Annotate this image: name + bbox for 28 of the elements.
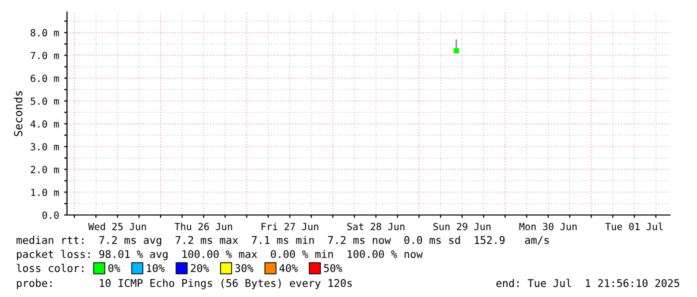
- legend-label: 0%: [108, 264, 120, 272]
- x-tick-label: Sun 29 Jun: [433, 222, 490, 230]
- x-tick-label: Thu 26 Jun: [174, 222, 232, 230]
- y-tick-label: 8.0 m: [30, 29, 59, 36]
- legend-label: 30%: [235, 264, 254, 272]
- y-tick-label: 4.0 m: [30, 120, 59, 128]
- legend-label: 50%: [324, 264, 342, 272]
- y-axis-title: Seconds: [14, 91, 22, 136]
- y-tick-label: 6.0 m: [30, 74, 59, 82]
- legend-label: 20%: [190, 264, 209, 272]
- x-tick-label: Wed 25 Jun: [88, 222, 146, 230]
- x-tick-label: Tue 01 Jul: [605, 222, 663, 230]
- y-tick-label: 5.0 m: [30, 97, 59, 105]
- legend-label: 40%: [279, 264, 298, 272]
- x-tick-label: Fri 27 Jun: [262, 222, 318, 230]
- y-tick-label: 3.0 m: [30, 143, 59, 150]
- text: probe: 10 ICMP Echo Pings (56 Bytes) every 120s: [16, 278, 352, 290]
- text: median rtt: 7.2 ms avg 7.2 ms max 7.1 ms min 7.2 ms now 0.0 ms sd 152.9 am/s: [16, 236, 549, 246]
- y-tick-label: 1.0 m: [31, 188, 59, 196]
- legend-title: loss color:: [16, 264, 84, 272]
- legend-label: 10%: [146, 264, 165, 272]
- x-tick-label: Sat 28 Jun: [347, 222, 404, 230]
- x-tick-label: Mon 30 Jun: [519, 222, 577, 230]
- y-tick-label: 2.0 m: [30, 166, 59, 174]
- text: end: Tue Jul 1 21:56:10 2025: [496, 278, 680, 288]
- y-tick-label: 7.0 m: [30, 52, 59, 60]
- y-tick-label: 0.0: [42, 212, 59, 219]
- text: packet loss: 98.01 % avg 100.00 % max 0.00 % min 100.00 % now: [16, 250, 423, 260]
